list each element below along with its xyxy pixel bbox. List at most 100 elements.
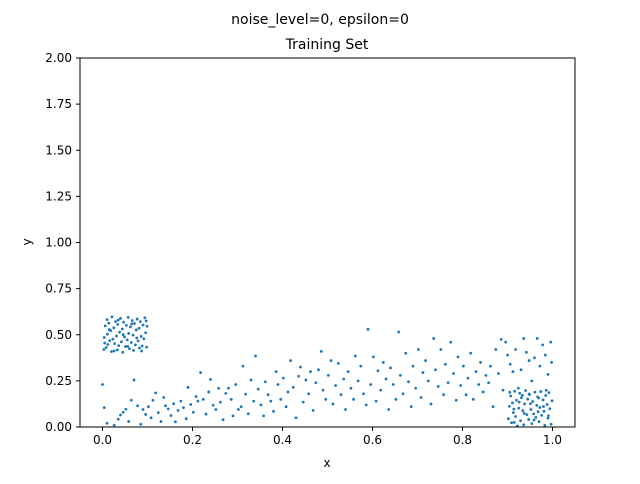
data-point — [107, 321, 111, 325]
data-point — [182, 406, 185, 410]
data-point — [145, 324, 149, 328]
data-point — [304, 378, 308, 382]
data-point — [546, 416, 550, 420]
data-point — [104, 346, 108, 349]
data-point — [537, 420, 541, 424]
data-point — [107, 328, 111, 331]
data-point — [449, 340, 453, 344]
data-point — [120, 340, 123, 344]
data-point — [174, 420, 177, 424]
data-point — [229, 397, 233, 401]
data-point — [532, 412, 535, 416]
data-point — [522, 423, 526, 427]
data-point — [246, 412, 250, 416]
data-point — [102, 336, 106, 339]
data-point — [189, 403, 193, 406]
data-point — [523, 402, 526, 406]
data-point — [511, 411, 515, 415]
y-tick-label: 2.00 — [45, 51, 72, 65]
data-point — [509, 394, 513, 398]
data-point — [477, 383, 481, 386]
data-point — [504, 340, 508, 344]
data-point — [151, 398, 155, 402]
data-point — [534, 416, 538, 419]
data-point — [172, 402, 176, 406]
data-point — [474, 370, 478, 374]
data-point — [545, 403, 549, 406]
data-point — [538, 364, 542, 368]
data-point — [389, 366, 392, 370]
data-point — [140, 344, 144, 348]
data-point — [121, 410, 125, 414]
data-point — [192, 410, 195, 414]
data-point — [421, 371, 425, 374]
data-point — [291, 385, 295, 389]
data-point — [241, 364, 245, 368]
data-point — [426, 379, 430, 383]
data-point — [499, 337, 503, 341]
data-point — [129, 398, 133, 402]
data-point — [234, 383, 238, 386]
data-point — [484, 373, 488, 377]
data-point — [397, 330, 400, 334]
data-point — [481, 390, 485, 394]
y-axis-ticks: 0.00 0.25 0.50 0.75 1.00 1.25 1.50 1.75 2.00 — [45, 51, 80, 434]
data-point — [329, 359, 333, 362]
data-point — [133, 343, 137, 347]
data-point — [508, 390, 512, 394]
y-tick-label: 0.00 — [45, 420, 72, 434]
data-point — [520, 393, 524, 397]
data-point — [512, 420, 516, 424]
data-point — [439, 348, 443, 351]
y-axis-label: y — [20, 238, 34, 245]
data-point — [121, 350, 125, 354]
data-point — [374, 399, 378, 403]
data-point — [544, 394, 548, 397]
data-point — [140, 349, 144, 353]
data-point — [527, 392, 531, 396]
y-tick-label: 1.75 — [45, 97, 72, 111]
x-axis-label: x — [323, 456, 330, 470]
data-point — [511, 401, 514, 405]
data-point — [533, 356, 536, 360]
data-point — [407, 380, 410, 384]
data-point — [129, 341, 133, 344]
data-point — [111, 337, 115, 341]
data-point — [282, 376, 285, 380]
data-point — [531, 400, 535, 403]
data-point — [311, 408, 315, 412]
y-tick-label: 1.50 — [45, 143, 72, 157]
x-tick-label: 0.4 — [273, 433, 292, 447]
data-point — [376, 369, 380, 373]
data-point — [207, 390, 211, 394]
data-point — [126, 316, 130, 319]
data-point — [424, 359, 427, 362]
data-point — [391, 383, 395, 386]
data-point — [411, 364, 415, 368]
data-point — [506, 353, 509, 357]
data-point — [510, 421, 513, 425]
data-point — [106, 332, 109, 336]
data-point — [276, 383, 280, 386]
data-point — [419, 396, 423, 399]
data-point — [479, 361, 482, 364]
data-point — [471, 397, 475, 401]
data-point — [116, 318, 120, 322]
data-point — [517, 406, 521, 410]
data-point — [142, 337, 146, 341]
y-tick-label: 0.75 — [45, 282, 72, 296]
data-point — [108, 339, 112, 343]
data-point — [122, 320, 126, 324]
data-point — [432, 337, 436, 340]
data-point — [117, 344, 121, 348]
data-point — [519, 419, 522, 423]
data-point — [543, 353, 547, 357]
data-point — [542, 405, 545, 408]
data-point — [369, 383, 373, 386]
data-point — [456, 355, 460, 359]
data-point — [199, 371, 203, 374]
data-point — [154, 391, 158, 395]
data-point — [550, 361, 553, 364]
